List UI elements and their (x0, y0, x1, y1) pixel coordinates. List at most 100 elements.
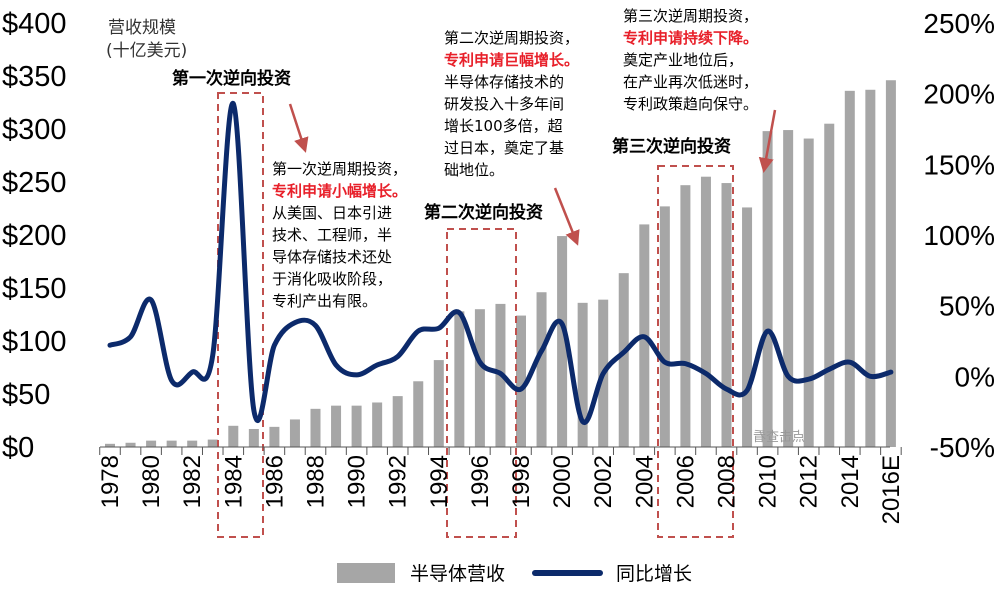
y-left-tick-label: $100 (2, 326, 67, 358)
bar-1989 (331, 405, 342, 447)
x-tick-label: 2016E (878, 455, 905, 524)
x-tick-label: 1980 (138, 455, 165, 508)
y-right-tick-label: 250% (923, 8, 995, 39)
bar-1978 (105, 443, 115, 447)
bar-2012 (803, 138, 814, 448)
x-tick-label: 1984 (220, 455, 247, 508)
x-tick-label: 2014 (837, 455, 864, 508)
x-tick-label: 1986 (261, 455, 288, 508)
note3-line: 第三次逆周期投资， (623, 7, 758, 25)
y-left-tick-label: $350 (2, 61, 67, 93)
note1-line: 技术、工程师，半 (272, 226, 392, 244)
bar-1985 (248, 428, 259, 447)
growth-line (107, 101, 894, 425)
bar-1982 (187, 440, 198, 447)
x-tick-label: 1978 (97, 455, 124, 508)
legend-bar-swatch (337, 563, 395, 583)
bar-2005 (659, 206, 670, 447)
box1-title: 第一次逆向投资 (172, 68, 291, 89)
note3-line: 专利政策趋向保守。 (623, 95, 758, 113)
box2-title: 第二次逆向投资 (424, 202, 543, 223)
y-right-tick-label: 50% (939, 291, 995, 322)
bar-1996 (474, 309, 485, 447)
bar-2014 (844, 90, 855, 447)
y-unit-label: (十亿美元) (106, 41, 187, 61)
bar-2016E (885, 80, 896, 448)
y-left-tick-label: $300 (2, 114, 67, 146)
x-tick-label: 1994 (426, 455, 453, 508)
x-tick-label: 1990 (344, 455, 371, 508)
x-tick-label: 2012 (796, 455, 823, 508)
note2-line: 研发投入十多年间 (444, 95, 564, 113)
note1-line: 第一次逆周期投资， (272, 160, 407, 178)
bar-1992 (392, 396, 403, 447)
x-tick-label: 1996 (467, 455, 494, 508)
note2-line: 础地位。 (444, 161, 504, 179)
bar-1986 (269, 426, 280, 447)
bar-2013 (824, 123, 835, 447)
bar-1987 (289, 419, 300, 447)
x-tick-label: 1992 (385, 455, 412, 508)
y-left-tick-label: $200 (2, 220, 67, 252)
bar-2006 (680, 185, 691, 447)
note1-line: 于消化吸收阶段， (272, 270, 392, 288)
note2-line: 增长100多倍，超 (444, 117, 563, 135)
bar-2011 (783, 130, 794, 447)
arrow-note3 (758, 109, 777, 173)
bar-2007 (700, 176, 711, 447)
y-right-tick-label: 0% (955, 361, 995, 392)
legend-line-label: 同比增长 (616, 563, 692, 585)
x-tick-label: 1982 (179, 455, 206, 508)
y-left-tick-label: $150 (2, 273, 67, 305)
note2-line: 第二次逆周期投资， (444, 29, 579, 47)
bar-1988 (310, 408, 321, 447)
x-tick-label: 1988 (303, 455, 330, 508)
axes: 1978 1980 1982 1984 1986 1988 1990 1992 1994 1996… (2, 8, 995, 524)
bar-2000 (557, 236, 568, 447)
note2-line: 半导体存储技术的 (444, 73, 564, 91)
note3-line: 专利申请持续下降。 (623, 29, 758, 47)
bar-1981 (166, 440, 177, 447)
bar-2003 (618, 273, 629, 447)
note2-line: 过日本，奠定了基 (444, 139, 564, 157)
x-tick-label: 2000 (549, 455, 576, 508)
y-right-tick-label: 200% (923, 79, 995, 110)
line-series (107, 101, 894, 425)
bar-2010 (762, 131, 773, 447)
note1-line: 导体存储技术还处 (272, 248, 392, 266)
bar-2008 (721, 183, 732, 447)
x-tick-label: 2010 (755, 455, 782, 508)
x-tick-label: 2002 (590, 455, 617, 508)
bar-1998 (516, 315, 526, 447)
bar-1983 (207, 439, 218, 447)
arrow-note2 (553, 187, 580, 246)
bar-1984 (228, 425, 239, 447)
bar-2001 (577, 302, 588, 447)
bar-1994 (433, 360, 444, 447)
box3-title: 第三次逆向投资 (612, 136, 731, 157)
x-tick-label: 2004 (631, 455, 658, 508)
bar-1993 (413, 381, 424, 447)
note1-line: 专利申请小幅增长。 (272, 182, 407, 200)
x-tick-label: 2006 (672, 455, 699, 508)
bar-1990 (351, 405, 362, 447)
bar-1995 (454, 311, 465, 447)
x-tick-label: 1998 (508, 455, 535, 508)
y-unit-label: 营收规模 (108, 18, 176, 38)
bar-1979 (125, 442, 136, 447)
legend-bar-label: 半导体营收 (410, 563, 505, 585)
bar-1991 (372, 402, 383, 447)
note3-line: 奠定产业地位后， (623, 51, 743, 69)
bar-1980 (146, 440, 157, 447)
arrow-note1 (288, 103, 309, 153)
box-second-reverse-investment (446, 228, 517, 538)
x-tick-label: 2008 (714, 455, 741, 508)
note2-line: 专利申请巨幅增长。 (444, 51, 579, 69)
note1-line: 专利产出有限。 (272, 292, 377, 310)
y-right-tick-label: 100% (923, 220, 995, 251)
y-left-tick-label: $50 (2, 379, 50, 411)
box-third-reverse-investment (657, 165, 734, 538)
bar-2009 (742, 207, 753, 447)
